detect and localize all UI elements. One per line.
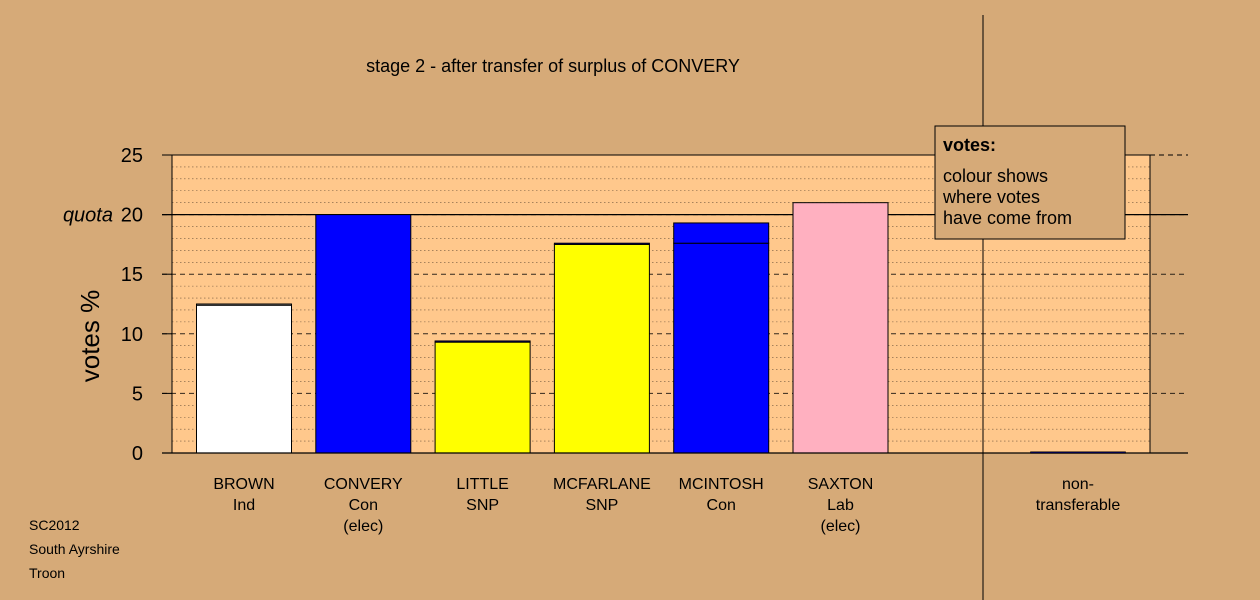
x-tick-label-party: Ind (233, 497, 255, 514)
x-tick-label-party: SNP (585, 497, 618, 514)
bar-segment (673, 222, 770, 244)
bar-convery (315, 214, 412, 454)
x-tick-label-status: (elec) (820, 518, 860, 535)
legend-line-3: have come from (943, 208, 1072, 228)
y-tick-label: 10 (121, 324, 143, 346)
y-axis: 0 5 10 15 20 25 (121, 145, 172, 465)
y-tick-label: 20 (121, 205, 143, 227)
x-tick-label-non-transferable: non- (1062, 476, 1094, 493)
y-tick-label: 5 (132, 383, 143, 405)
bar-segment (196, 304, 292, 454)
x-tick-label-name: MCFARLANE (553, 476, 651, 493)
y-axis-title: votes % (75, 290, 105, 383)
x-tick-label-non-transferable: transferable (1036, 497, 1121, 514)
bar-mcintosh (673, 222, 770, 454)
bar-brown (196, 303, 292, 454)
footer-line-1: SC2012 (29, 517, 80, 533)
legend-heading: votes: (943, 135, 996, 155)
bar-little (434, 340, 531, 454)
bar-mcfarlane (553, 242, 650, 454)
x-tick-label-status: (elec) (343, 518, 383, 535)
x-tick-label-party: SNP (466, 497, 499, 514)
x-tick-label-name: LITTLE (456, 476, 508, 493)
bar-segment (553, 243, 650, 454)
bar-segment (196, 303, 292, 306)
bar-segment (553, 242, 650, 245)
chart-title: stage 2 - after transfer of surplus of C… (366, 56, 740, 76)
x-tick-label-name: CONVERY (324, 476, 403, 493)
y-tick-label: 0 (132, 443, 143, 465)
x-tick-label-name: SAXTON (808, 476, 874, 493)
y-tick-label: 25 (121, 145, 143, 167)
footer-note: SC2012 South Ayrshire Troon (29, 517, 120, 581)
bar-segment (792, 202, 889, 454)
bar-segment (315, 214, 412, 454)
legend: votes: colour shows where votes have com… (934, 125, 1126, 240)
x-axis-labels: BROWN Ind CONVERY Con (elec) LITTLE SNP MCFARLA… (213, 476, 1120, 535)
bar-segment (434, 341, 531, 454)
legend-line-1: colour shows (943, 166, 1048, 186)
legend-box (934, 125, 1126, 240)
bar-segment (434, 340, 531, 343)
bar-segment (673, 242, 770, 454)
x-tick-label-party: Con (707, 497, 736, 514)
x-tick-label-party: Con (349, 497, 378, 514)
bar-saxton (792, 202, 889, 454)
bars (196, 202, 1126, 454)
quota-label: quota (63, 205, 113, 227)
x-tick-label-name: MCINTOSH (679, 476, 764, 493)
legend-line-2: where votes (942, 187, 1040, 207)
y-tick-label: 15 (121, 264, 143, 286)
footer-line-3: Troon (29, 565, 65, 581)
x-tick-label-party: Lab (827, 497, 854, 514)
footer-line-2: South Ayrshire (29, 541, 120, 557)
x-tick-label-name: BROWN (213, 476, 274, 493)
